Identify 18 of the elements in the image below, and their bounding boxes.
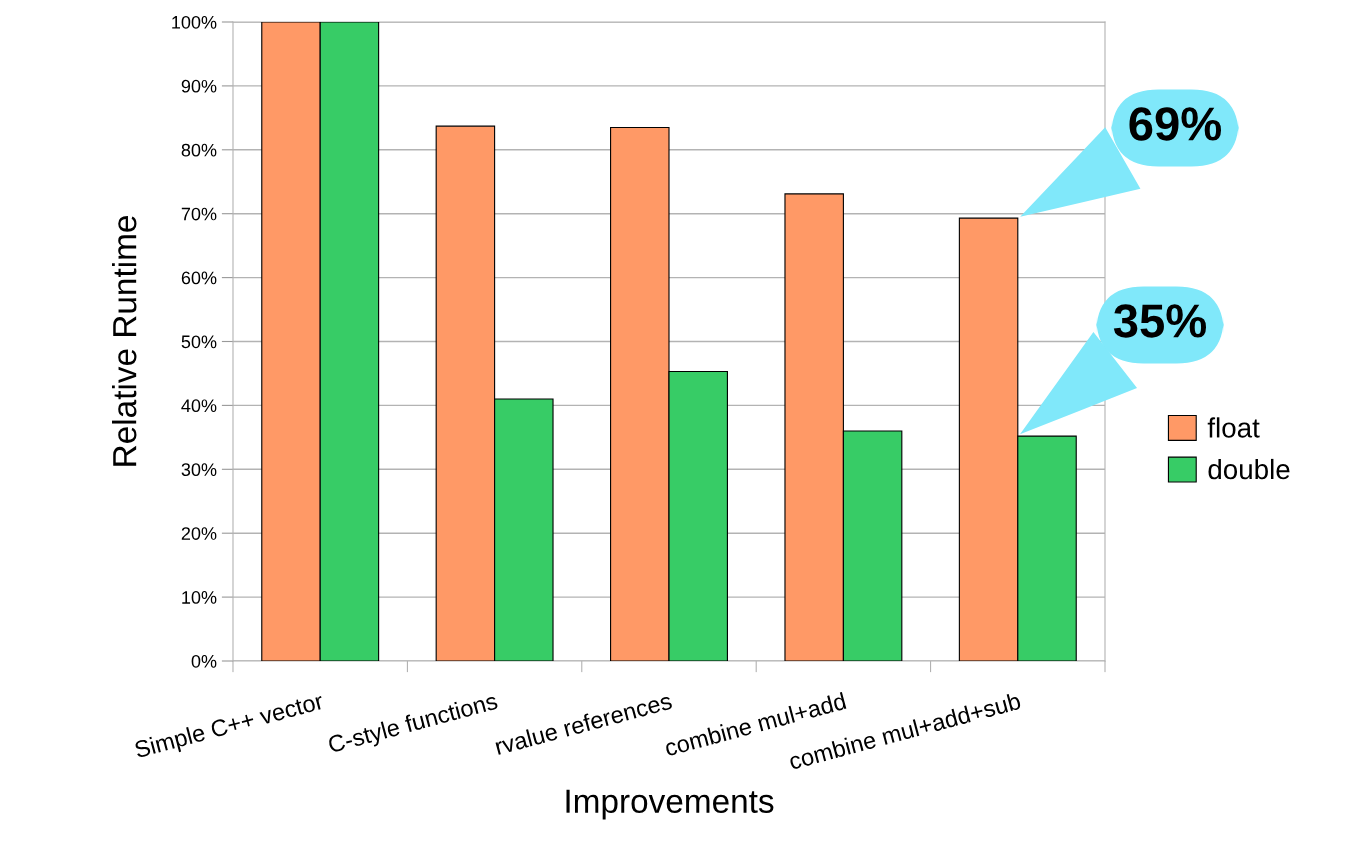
y-tick-label: 10% bbox=[182, 591, 217, 604]
y-axis-title: Relative Runtime bbox=[112, 216, 137, 466]
annotation: 69% bbox=[1129, 107, 1222, 141]
annotation: 35% bbox=[1113, 304, 1207, 338]
y-tick-label: 40% bbox=[181, 399, 217, 413]
y-tick-label: 100% bbox=[172, 15, 217, 29]
y-tick-label: 90% bbox=[181, 79, 217, 93]
x-axis-title: Improvements bbox=[566, 789, 774, 820]
y-tick-label: 30% bbox=[181, 463, 217, 477]
y-tick-label: 20% bbox=[181, 527, 217, 540]
y-tick-label: 70% bbox=[181, 207, 217, 221]
y-tick-label: 80% bbox=[181, 143, 217, 157]
y-tick-label: 0% bbox=[191, 654, 217, 668]
legend-label: float bbox=[1207, 417, 1260, 438]
legend-label: double bbox=[1208, 458, 1290, 480]
x-tick-label: Simple C++ vector bbox=[133, 691, 326, 763]
y-tick-label: 60% bbox=[181, 271, 217, 285]
y-tick-label: 50% bbox=[181, 335, 217, 349]
